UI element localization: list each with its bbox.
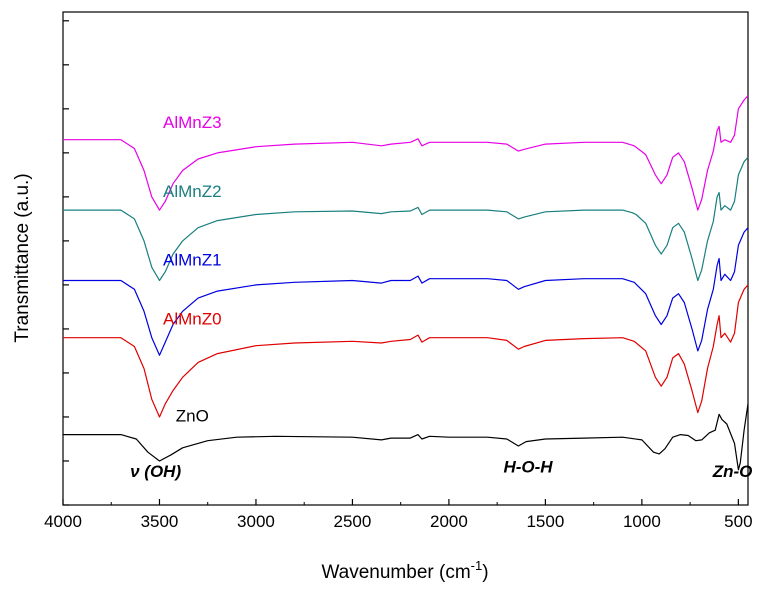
x-tick-label: 3000 xyxy=(237,512,275,531)
x-tick-label: 1000 xyxy=(623,512,661,531)
series-line-almnz1 xyxy=(63,227,749,356)
series-line-zno xyxy=(63,403,749,471)
series-label-almnz2: AlMnZ2 xyxy=(163,182,222,201)
x-axis-title-main: Wavenumber (cm xyxy=(321,562,470,583)
x-axis-title-sup: -1 xyxy=(471,558,483,573)
x-tick-label: 1500 xyxy=(526,512,564,531)
y-axis-title: Transmittance (a.u.) xyxy=(12,173,33,342)
x-tick-label: 2500 xyxy=(334,512,372,531)
series-layer xyxy=(63,95,749,471)
annotation-label: H-O-H xyxy=(503,457,553,476)
annotation-label: Zn-O xyxy=(712,462,753,481)
x-axis-ticks: 4000 3500 3000 2500 2000 1500 1000 500 xyxy=(44,499,753,531)
series-line-almnz3 xyxy=(63,95,749,211)
series-label-almnz0: AlMnZ0 xyxy=(163,310,222,329)
series-line-almnz2 xyxy=(63,156,749,282)
x-axis-title: Wavenumber (cm-1) xyxy=(321,558,488,583)
x-tick-label: 500 xyxy=(724,512,752,531)
series-labels: ZnO AlMnZ0 AlMnZ1 AlMnZ2 AlMnZ3 xyxy=(163,113,222,425)
plot-frame xyxy=(62,11,749,506)
x-tick-label: 3500 xyxy=(141,512,179,531)
x-tick-label: 2000 xyxy=(430,512,468,531)
annotation-label: ν (OH) xyxy=(130,462,181,481)
series-label-zno: ZnO xyxy=(176,406,209,425)
x-axis-title-end: ) xyxy=(482,562,488,583)
series-label-almnz1: AlMnZ1 xyxy=(163,251,222,270)
y-axis-ticks xyxy=(63,20,69,506)
x-tick-label: 4000 xyxy=(44,512,82,531)
series-label-almnz3: AlMnZ3 xyxy=(163,113,222,132)
annotations: ν (OH) H-O-H Zn-O xyxy=(130,457,752,480)
series-line-almnz0 xyxy=(63,284,749,418)
